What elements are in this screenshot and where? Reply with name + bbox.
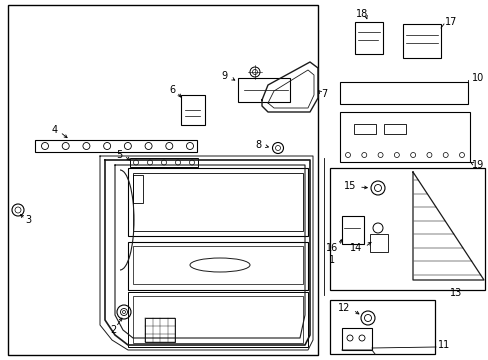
Text: 2: 2 — [110, 325, 116, 335]
Text: 4: 4 — [52, 125, 58, 135]
Text: 6: 6 — [168, 85, 175, 95]
Bar — [354, 22, 382, 54]
Text: 15: 15 — [343, 181, 355, 191]
Text: 8: 8 — [255, 140, 262, 150]
Bar — [145, 318, 175, 342]
Text: 9: 9 — [222, 71, 227, 81]
Bar — [128, 242, 307, 290]
Bar — [329, 300, 434, 354]
Bar — [339, 112, 469, 162]
Bar — [181, 95, 204, 125]
Bar — [8, 5, 317, 355]
Text: 13: 13 — [449, 288, 461, 298]
Bar — [383, 124, 405, 134]
Text: 14: 14 — [349, 243, 361, 253]
Bar — [369, 234, 387, 252]
Bar — [402, 24, 440, 58]
Bar — [341, 328, 371, 350]
Bar — [35, 140, 197, 152]
Bar — [353, 124, 375, 134]
Text: 18: 18 — [355, 9, 367, 19]
Text: 10: 10 — [471, 73, 483, 83]
Text: 5: 5 — [116, 150, 122, 160]
Text: 17: 17 — [444, 17, 456, 27]
Bar — [329, 168, 484, 290]
Bar — [133, 175, 142, 203]
Bar — [133, 296, 303, 343]
Text: 19: 19 — [471, 160, 483, 170]
Bar — [341, 216, 363, 244]
Bar — [128, 168, 307, 236]
Text: 12: 12 — [337, 303, 349, 313]
Bar — [133, 246, 303, 284]
Bar — [238, 78, 289, 102]
Bar — [130, 158, 198, 167]
Bar — [339, 82, 467, 104]
Text: 1: 1 — [328, 255, 334, 265]
Text: 16: 16 — [325, 243, 337, 253]
Text: 7: 7 — [320, 89, 326, 99]
Bar — [133, 173, 303, 231]
Text: 3: 3 — [25, 215, 31, 225]
Text: 11: 11 — [437, 340, 449, 350]
Bar — [128, 292, 307, 347]
